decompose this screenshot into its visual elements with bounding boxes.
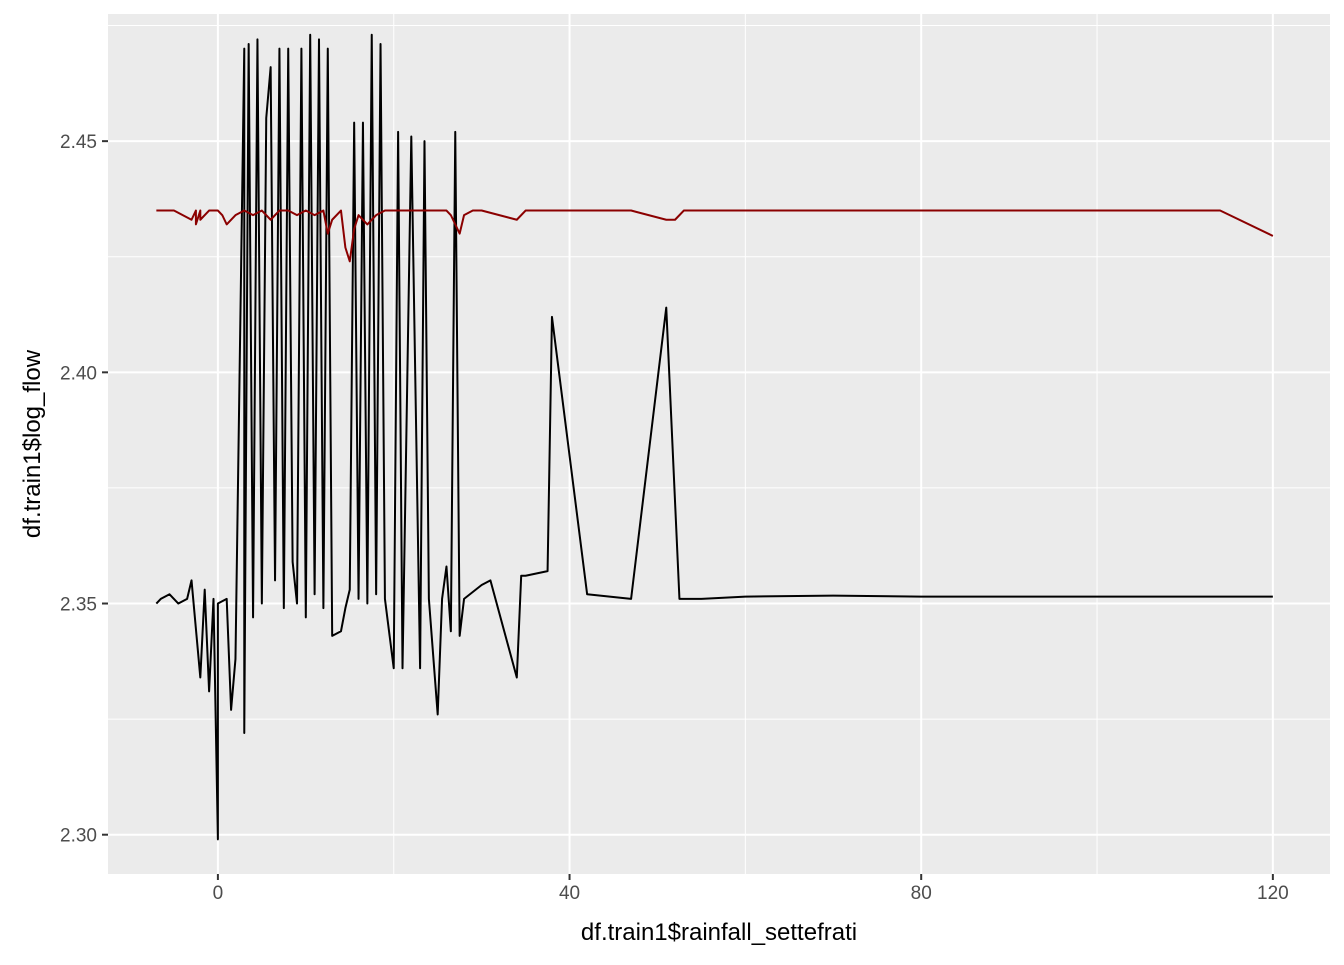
series-line-black [155,33,1273,841]
y-tick-label: 2.40 [60,363,97,384]
x-tick-label: 120 [1257,883,1289,904]
x-tick-label: 80 [911,883,932,904]
major-grid [108,14,1330,874]
y-tick-label: 2.35 [60,595,97,616]
series-layer [155,33,1274,841]
minor-grid [108,14,1330,874]
y-tick-label: 2.45 [60,132,97,153]
y-axis: 2.30 2.35 2.40 2.45 [60,132,108,847]
x-axis: 0 40 80 120 [213,874,1289,904]
x-tick-label: 0 [213,883,224,904]
y-tick-label: 2.30 [60,826,97,847]
x-axis-label: df.train1$rainfall_settefrati [581,919,857,946]
series-line-darkred [156,209,1274,263]
x-tick-label: 40 [559,883,580,904]
y-axis-label: df.train1$log_flow [19,349,46,538]
